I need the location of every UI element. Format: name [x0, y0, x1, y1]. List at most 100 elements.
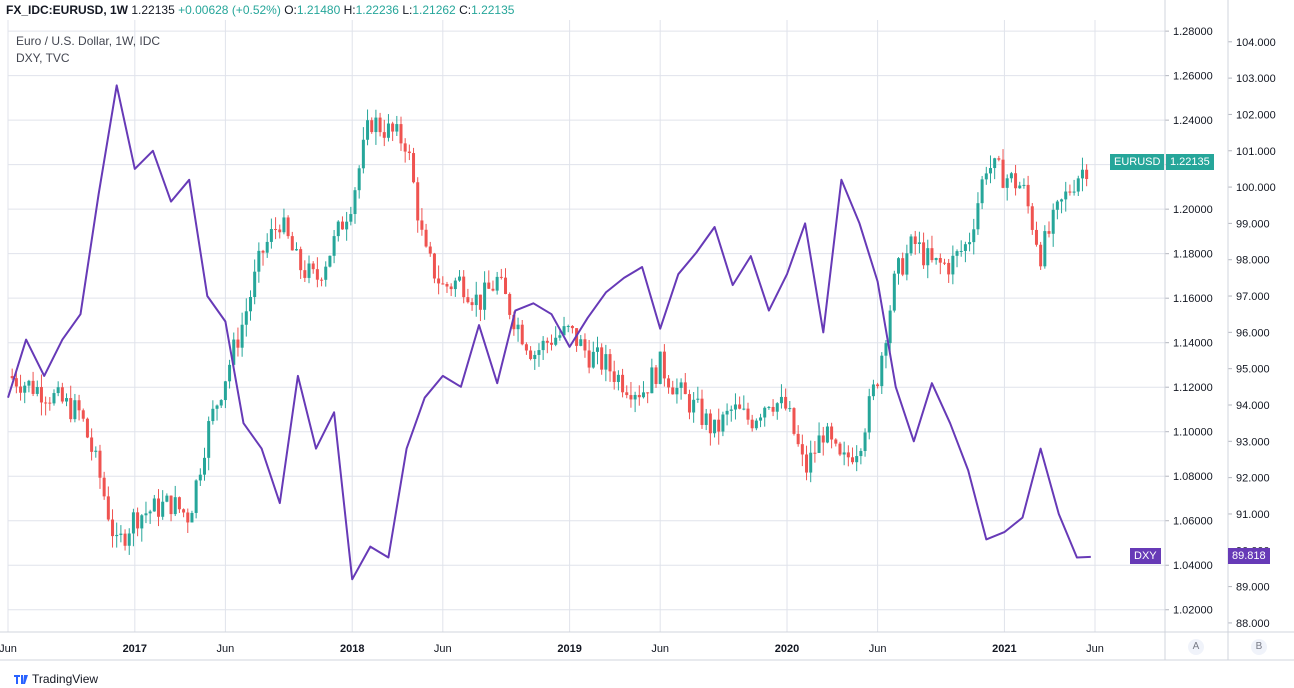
candle-body — [558, 335, 562, 338]
x-tick-label: 2021 — [992, 643, 1016, 655]
candle-body — [10, 376, 14, 379]
candle-body — [579, 339, 583, 346]
candle-body — [215, 405, 219, 409]
candle-body — [1005, 178, 1009, 188]
compare-series-legend[interactable]: DXY, TVC — [16, 51, 70, 65]
candle-body — [654, 367, 658, 384]
candle-body — [236, 339, 240, 348]
candle-body — [713, 419, 717, 434]
candle-body — [65, 398, 69, 402]
candle-body — [1072, 191, 1076, 193]
candle-body — [988, 168, 992, 174]
candle-body — [545, 340, 549, 343]
tradingview-branding[interactable]: TradingView — [14, 672, 98, 686]
candle-body — [1055, 201, 1059, 210]
candle-body — [608, 354, 612, 372]
chart-grid — [7, 20, 1165, 632]
candle-body — [625, 392, 629, 396]
main-series-legend[interactable]: Euro / U.S. Dollar, 1W, IDC — [16, 34, 161, 48]
candle-body — [700, 398, 704, 425]
candle-body — [458, 276, 462, 281]
candle-body — [905, 253, 909, 275]
candle-body — [495, 276, 499, 291]
close-value: 1.22135 — [471, 3, 515, 17]
high-value: 1.22236 — [355, 3, 399, 17]
candle-body — [667, 378, 671, 388]
candle-body — [993, 158, 997, 169]
eurusd-candles — [10, 109, 1089, 555]
dxy-axis-label: 97.000 — [1236, 291, 1270, 303]
candle-body — [420, 220, 424, 230]
candle-body — [14, 378, 18, 387]
candle-body — [182, 509, 186, 513]
dxy-axis-label: 101.000 — [1236, 146, 1276, 158]
eurusd-axis-label: 1.28000 — [1173, 26, 1213, 38]
candle-body — [219, 400, 223, 406]
candle-body — [282, 217, 286, 233]
candle-body — [721, 414, 725, 432]
dxy-axis-label: 94.000 — [1236, 400, 1270, 412]
candle-body — [349, 214, 353, 222]
candle-body — [307, 263, 311, 278]
candle-body — [98, 450, 102, 478]
dxy-axis-label: 88.000 — [1236, 618, 1270, 630]
candle-body — [947, 262, 951, 275]
candle-body — [453, 280, 457, 290]
chart-axes: Jun 2017 Jun 2018 Jun 2019 Jun 2020 Jun 2021 Jun 1.… — [0, 0, 1294, 661]
candle-body — [361, 139, 365, 169]
candle-body — [834, 439, 838, 444]
candle-body — [909, 236, 913, 254]
candle-body — [123, 533, 127, 546]
candle-body — [340, 221, 344, 230]
candle-body — [955, 251, 959, 256]
scale-b-button[interactable]: B — [1251, 639, 1267, 655]
candle-body — [487, 282, 491, 289]
candle-body — [537, 350, 541, 355]
close-label: C: — [459, 3, 472, 17]
candle-body — [244, 311, 248, 325]
candle-body — [738, 404, 742, 409]
candle-body — [73, 400, 77, 420]
candle-body — [370, 120, 374, 133]
candle-body — [662, 351, 666, 379]
candle-body — [779, 396, 783, 404]
candle-body — [449, 286, 453, 290]
candle-body — [223, 381, 227, 401]
candle-body — [311, 263, 315, 270]
candle-body — [60, 387, 64, 402]
eurusd-axis-label: 1.04000 — [1173, 560, 1213, 572]
candle-body — [290, 236, 294, 251]
candle-body — [299, 249, 303, 271]
candle-body — [1085, 169, 1089, 180]
candle-body — [1001, 159, 1005, 188]
candle-body — [725, 410, 729, 415]
scale-a-button[interactable]: A — [1188, 639, 1204, 655]
candle-body — [278, 229, 282, 233]
candle-body — [901, 258, 905, 275]
symbol-name[interactable]: FX_IDC:EURUSD, 1W — [6, 3, 129, 17]
candle-body — [612, 371, 616, 382]
candle-body — [650, 367, 654, 394]
dxy-line — [7, 84, 1091, 581]
candle-body — [562, 326, 566, 336]
candle-body — [717, 419, 721, 432]
candle-body — [851, 457, 855, 463]
candle-body — [759, 417, 763, 421]
candle-body — [616, 374, 620, 382]
candle-body — [345, 221, 349, 230]
candle-body — [483, 282, 487, 310]
candle-body — [228, 364, 232, 382]
candle-body — [570, 325, 574, 329]
eurusd-name-tag: EURUSD — [1110, 154, 1165, 170]
candle-body — [917, 242, 921, 244]
x-tick-label: 2017 — [123, 643, 147, 655]
candle-body — [817, 435, 821, 453]
candle-body — [115, 534, 119, 537]
candle-body — [600, 347, 604, 370]
candle-body — [934, 258, 938, 261]
eurusd-axis-label: 1.14000 — [1173, 338, 1213, 350]
candle-body — [951, 255, 955, 275]
dxy-axis-label: 93.000 — [1236, 436, 1270, 448]
open-label: O: — [284, 3, 297, 17]
